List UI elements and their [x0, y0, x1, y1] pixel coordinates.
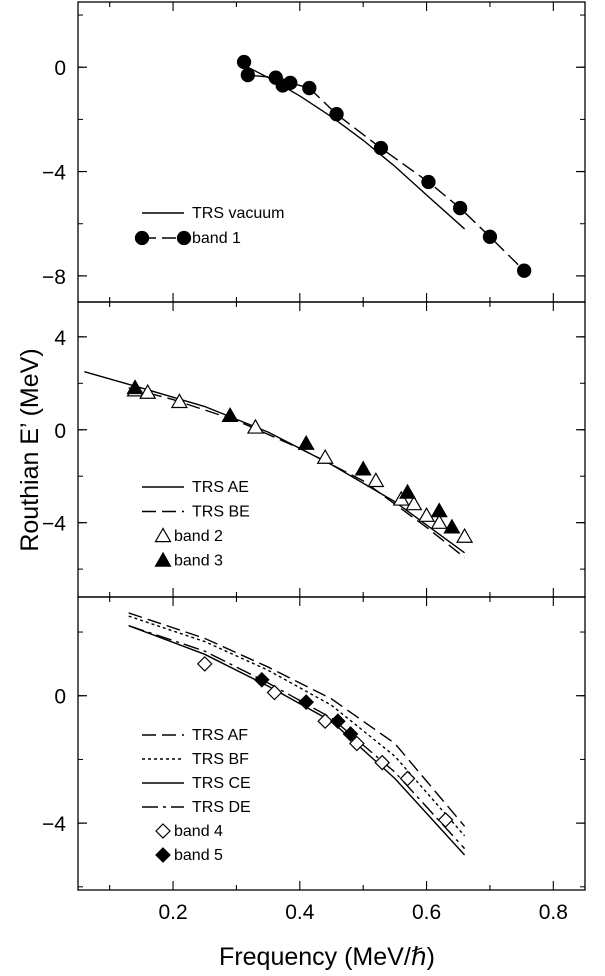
legend-label-trs-ae: TRS AE: [192, 479, 249, 496]
y-tick-label: −4: [42, 162, 66, 185]
legend-label-band-4: band 4: [174, 823, 223, 840]
band-5-point: [329, 713, 346, 730]
band-1-point: [482, 229, 498, 244]
legend-label-trs-af: TRS AF: [192, 727, 248, 744]
y-tick-label: 4: [54, 327, 66, 350]
panel-top: 0 −4 −8 TRS vacuum band 1: [42, 1, 586, 303]
y-tick-label: 0: [54, 57, 66, 80]
x-axis: 0.2 0.4 0.6 0.8: [158, 901, 567, 924]
trs-ce-line: [128, 625, 466, 856]
band-2-point: [430, 513, 448, 529]
band-2-point: [170, 393, 188, 409]
legend-marker-band-1: [134, 230, 150, 246]
band-5-point: [342, 726, 359, 742]
legend-top: TRS vacuum band 1: [134, 205, 284, 247]
legend-marker-band-3: [154, 551, 172, 567]
band-1-point: [421, 174, 436, 190]
band-4-point: [196, 656, 213, 672]
band-4-point: [349, 735, 365, 752]
trs-af-line: [128, 612, 466, 827]
band-4-point: [266, 684, 283, 701]
legend-label-trs-ce: TRS CE: [192, 775, 251, 792]
legend-label-band-3: band 3: [174, 553, 223, 570]
legend-marker-band-4: [155, 823, 171, 839]
x-tick-label: 0.6: [412, 901, 441, 924]
trs-ae-line: [84, 371, 466, 554]
x-tick-label: 0.2: [158, 901, 187, 924]
x-tick-label: 0.4: [285, 901, 315, 924]
legend-marker-band-5: [155, 847, 171, 863]
band-4-point: [374, 754, 391, 771]
legend-label-trs-de: TRS DE: [192, 799, 251, 816]
y-tick-label: 0: [54, 686, 66, 709]
y-axis-title: Routhian E’ (MeV): [16, 348, 44, 551]
legend-marker-band-1: [176, 230, 192, 246]
band-2-point: [139, 383, 157, 399]
band-2-point: [418, 506, 436, 522]
band-3-point: [221, 407, 239, 423]
legend-label-trs-bf: TRS BF: [192, 751, 249, 768]
x-axis-title: Frequency (MeV/ℏ): [219, 943, 435, 971]
band-4-point: [317, 713, 334, 730]
panel-frame: [77, 301, 586, 598]
trs-bf-line: [128, 615, 466, 837]
band-1-point: [453, 200, 468, 216]
band-4-point: [437, 812, 454, 828]
band-3-point: [399, 483, 417, 499]
band-3-point: [297, 434, 315, 450]
y-tick-label: −4: [42, 813, 66, 836]
band-1-point: [283, 75, 298, 91]
band-1-point: [517, 263, 532, 278]
band-3-point: [354, 460, 372, 476]
band-2-point: [246, 418, 264, 434]
panel-frame: [77, 596, 586, 891]
band-2-point: [456, 527, 474, 543]
band-1-point: [373, 140, 389, 156]
band-1-point: [329, 107, 344, 122]
legend-bottom: TRS AF TRS BF TRS CE TRS DE band 4 band 5: [142, 727, 251, 864]
band-1-point: [302, 80, 317, 96]
band-4-point: [399, 770, 416, 787]
trs-de-line: [128, 624, 466, 850]
y-tick-label: −4: [42, 513, 66, 536]
legend-middle: TRS AE TRS BE band 2 band 3: [142, 479, 250, 570]
band-2-point: [316, 448, 334, 464]
band-3-point: [126, 379, 144, 395]
band-2-point: [405, 495, 423, 511]
band-2-point: [367, 472, 385, 488]
panel-bottom: 0 −4 TRS AF TRS BF TRS CE TRS DE band 4 band 5: [42, 596, 586, 891]
legend-label-band-2: band 2: [174, 528, 223, 545]
x-tick-label: 0.8: [539, 901, 568, 924]
panels: 0 −4 −8 TRS vacuum band 1 4 0 −4 TRS AE TRS BE ban…: [42, 1, 586, 891]
band-3-point: [443, 518, 461, 534]
band-1-point: [236, 54, 252, 70]
y-tick-label: −8: [42, 266, 66, 289]
band-1-line: [243, 61, 525, 272]
band-5-point: [298, 694, 314, 710]
band-3-point: [430, 502, 448, 518]
legend-label-band-1: band 1: [192, 230, 241, 247]
panel-frame: [77, 1, 586, 303]
band-1-point: [240, 67, 255, 83]
legend-marker-band-2: [154, 527, 172, 543]
panel-middle: 4 0 −4 TRS AE TRS BE band 2 band 3: [42, 301, 586, 598]
y-tick-label: 0: [54, 420, 66, 443]
legend-label-band-5: band 5: [174, 847, 223, 864]
band-5-point: [253, 671, 270, 688]
legend-label-trs-be: TRS BE: [192, 504, 250, 521]
legend-label-trs-vacuum: TRS vacuum: [192, 205, 284, 222]
